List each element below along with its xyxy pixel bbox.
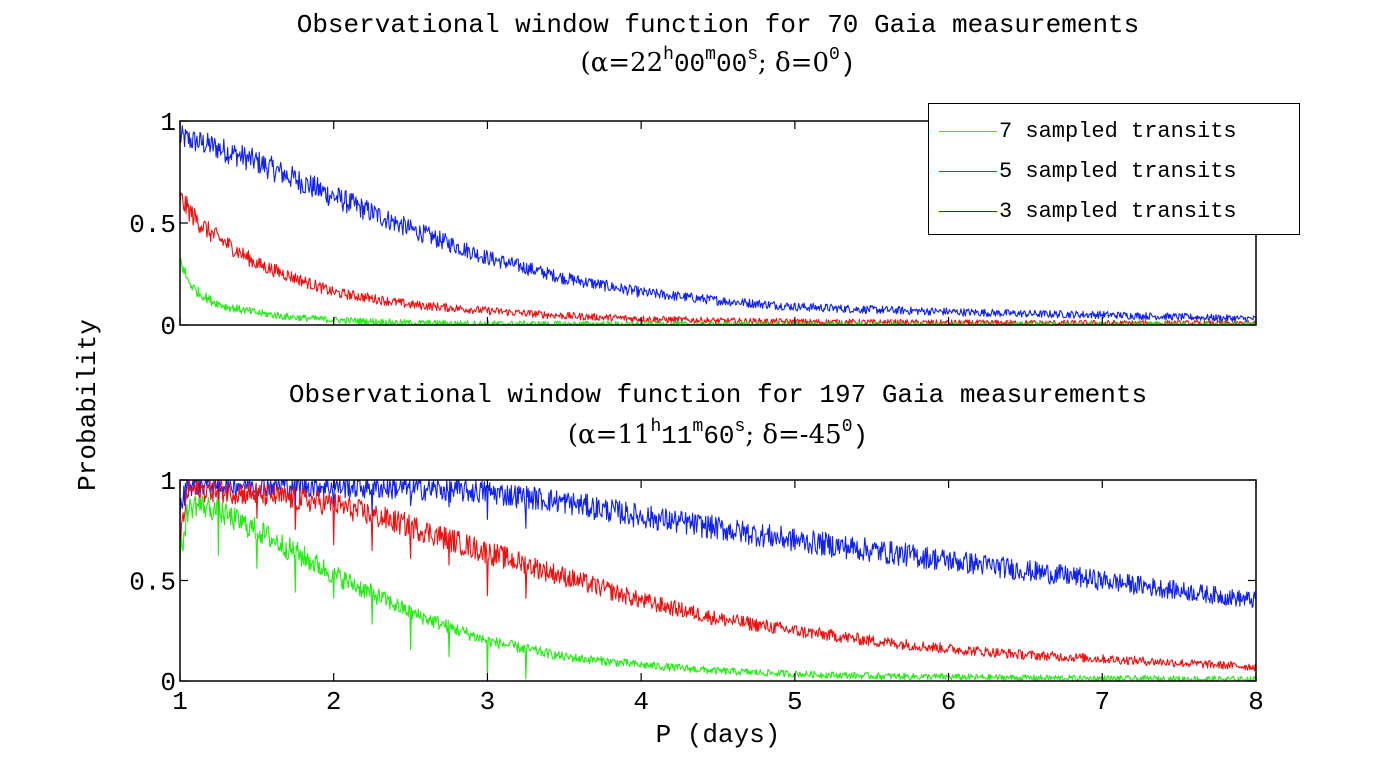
plot-top: 00.51 [129, 108, 1257, 342]
bottom-chart-subtitle: (α=11h11m60s; δ=-450) [567, 417, 869, 451]
top-chart-subtitle: (α=22h00m00s; δ=00) [580, 45, 856, 79]
x-tick-label: 3 [480, 687, 496, 717]
x-tick-label: 6 [941, 687, 957, 717]
y-tick-label: 0 [160, 312, 176, 342]
x-tick-label: 5 [787, 687, 803, 717]
legend-swatch-blue [939, 210, 997, 212]
legend-item-5-transits: 5 sampled transits [939, 156, 1237, 186]
y-tick-label: 0.5 [129, 210, 176, 240]
legend-label: 7 sampled transits [999, 118, 1237, 144]
bottom-chart-title: Observational window function for 197 Ga… [288, 380, 1148, 410]
y-tick-label: 1 [160, 467, 176, 497]
y-tick-label: 1 [160, 108, 176, 138]
plot-bottom: 0 0.5 1 1 2 3 4 5 6 7 8 [129, 467, 1264, 717]
x-tick-label: 4 [633, 687, 649, 717]
series-line-2 [179, 479, 1257, 608]
series-line-1 [179, 479, 1257, 672]
x-tick-label: 7 [1094, 687, 1110, 717]
y-axis-label: Probability [73, 319, 103, 491]
legend-swatch-green [939, 130, 997, 132]
x-tick-label: 8 [1248, 687, 1264, 717]
top-chart-title: Observational window function for 70 Gai… [296, 10, 1140, 40]
legend-item-3-transits: 3 sampled transits [939, 196, 1237, 226]
legend-swatch-red [939, 170, 997, 172]
legend: 7 sampled transits 5 sampled transits 3 … [928, 103, 1300, 235]
x-axis-label: P (days) [656, 720, 781, 750]
legend-label: 3 sampled transits [999, 198, 1237, 224]
legend-item-7-transits: 7 sampled transits [939, 116, 1237, 146]
x-tick-label: 1 [172, 687, 188, 717]
y-tick-label: 0 [160, 668, 176, 698]
y-tick-label: 0.5 [129, 568, 176, 598]
series-line-2 [179, 125, 1257, 323]
x-tick-label: 2 [326, 687, 342, 717]
legend-label: 5 sampled transits [999, 158, 1237, 184]
